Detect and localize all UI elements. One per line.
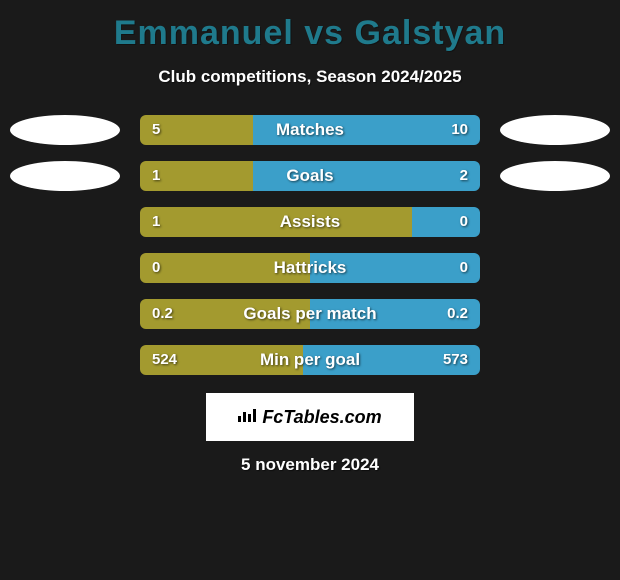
value-right: 0 [460,253,468,283]
stat-label: Goals per match [140,299,480,329]
footer-logo: FcTables.com [206,393,414,441]
stat-row: Goals1 2 [0,161,620,191]
subtitle: Club competitions, Season 2024/2025 [0,67,620,87]
value-left: 524 [152,345,177,375]
footer-logo-text: FcTables.com [262,407,381,428]
value-left: 0.2 [152,299,173,329]
page-title: Emmanuel vs Galstyan [0,0,620,53]
value-left: 0 [152,253,160,283]
value-right: 10 [451,115,468,145]
chart-icon [238,408,256,427]
player-left-badge [10,115,120,145]
player-right-badge [500,161,610,191]
footer-date: 5 november 2024 [0,455,620,475]
stat-label: Goals [140,161,480,191]
value-left: 1 [152,161,160,191]
stat-row: Matches5 10 [0,115,620,145]
value-right: 0 [460,207,468,237]
stat-label: Min per goal [140,345,480,375]
value-left: 1 [152,207,160,237]
comparison-chart: Matches510Goals12Assists10Hattricks00Goa… [0,115,620,375]
player-left-badge [10,161,120,191]
value-left: 5 [152,115,160,145]
stat-label: Hattricks [140,253,480,283]
stat-row: Min per goal524 573 [0,345,620,375]
value-right: 2 [460,161,468,191]
value-right: 0.2 [447,299,468,329]
value-right: 573 [443,345,468,375]
stat-label: Assists [140,207,480,237]
stat-row: Hattricks0 0 [0,253,620,283]
player-right-badge [500,115,610,145]
stat-row: Goals per match0.2 0.2 [0,299,620,329]
stat-row: Assists1 0 [0,207,620,237]
stat-label: Matches [140,115,480,145]
